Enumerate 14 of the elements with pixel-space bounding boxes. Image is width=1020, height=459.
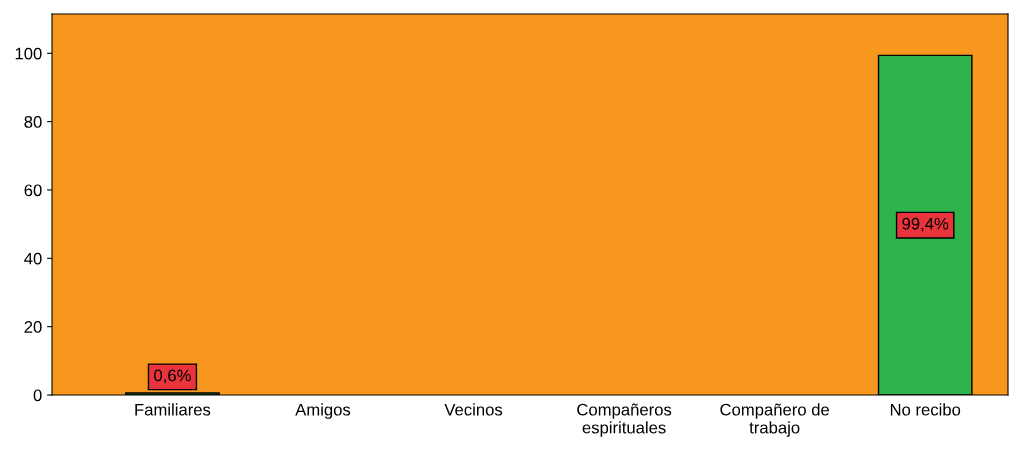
x-tick-label: Compañeros espirituales bbox=[577, 403, 672, 437]
y-tick-label: 40 bbox=[24, 252, 42, 265]
y-tick-label: 20 bbox=[24, 321, 42, 333]
y-tick-label: 60 bbox=[24, 184, 42, 197]
y-tick-label: 80 bbox=[24, 116, 42, 128]
x-tick-label: No recibo bbox=[890, 403, 961, 416]
data-label: 0,6% bbox=[154, 369, 191, 384]
x-tick-label: Compañero de trabajo bbox=[720, 403, 830, 437]
y-tick-label: 100 bbox=[15, 47, 42, 60]
x-tick-label: Familiares bbox=[135, 403, 211, 416]
data-label: 99,4% bbox=[902, 217, 949, 232]
x-tick-label: Vecinos bbox=[444, 403, 503, 416]
y-tick-label: 0 bbox=[33, 389, 42, 402]
x-tick-label: Amigos bbox=[295, 403, 351, 419]
